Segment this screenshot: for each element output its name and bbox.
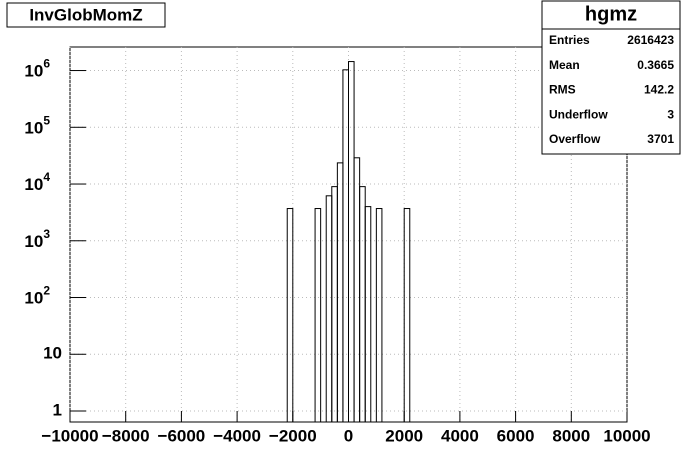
y-tick-base: 10: [24, 176, 43, 195]
bar: [364, 206, 372, 423]
x-tick-label: 0: [344, 426, 353, 445]
y-tick-label: 103: [24, 227, 50, 251]
stats-box: [541, 0, 681, 155]
y-tick-label: 102: [24, 284, 50, 308]
x-tick-label: 8000: [552, 426, 590, 445]
chart-title: InvGlobMomZ: [29, 5, 142, 24]
y-tick-exponent: 2: [43, 284, 50, 298]
bar: [375, 208, 383, 423]
stats-value: 2616423: [627, 33, 674, 47]
stats-value: 3: [667, 107, 674, 121]
x-tick-label: 2000: [385, 426, 423, 445]
bar: [286, 208, 294, 423]
stats-title: hgmz: [585, 3, 637, 25]
y-tick-base: 10: [24, 119, 43, 138]
bar: [314, 208, 322, 423]
y-tick-base: 10: [24, 232, 43, 251]
stats-label: Overflow: [549, 132, 601, 146]
stats-value: 0.3665: [637, 58, 674, 72]
y-tick-exponent: 4: [43, 170, 50, 184]
y-tick-exponent: 6: [43, 57, 50, 71]
y-tick-base: 10: [24, 289, 43, 308]
x-tick-label: 4000: [441, 426, 479, 445]
x-tick-label: −2000: [269, 426, 317, 445]
x-tick-label: −10000: [41, 426, 98, 445]
y-tick-label: 104: [24, 170, 50, 194]
y-tick-exponent: 3: [43, 227, 50, 241]
y-tick-label: 1: [53, 400, 62, 419]
y-tick-label: 106: [24, 57, 50, 81]
stats-value: 142.2: [644, 83, 674, 97]
y-tick-exponent: 5: [43, 113, 50, 127]
x-tick-label: 6000: [497, 426, 535, 445]
x-tick-label: −8000: [102, 426, 150, 445]
y-tick-label: 105: [24, 113, 50, 137]
bar: [403, 208, 411, 423]
y-tick-base: 10: [24, 62, 43, 81]
x-tick-label: −6000: [158, 426, 206, 445]
stats-label: Entries: [549, 33, 590, 47]
title-box: [6, 2, 166, 28]
x-tick-label: 10000: [603, 426, 650, 445]
stats-label: Underflow: [549, 107, 608, 121]
y-tick-label: 10: [43, 344, 62, 363]
x-tick-label: −4000: [213, 426, 261, 445]
stats-label: RMS: [549, 83, 576, 97]
stats-value: 3701: [647, 132, 674, 146]
stats-label: Mean: [549, 58, 580, 72]
